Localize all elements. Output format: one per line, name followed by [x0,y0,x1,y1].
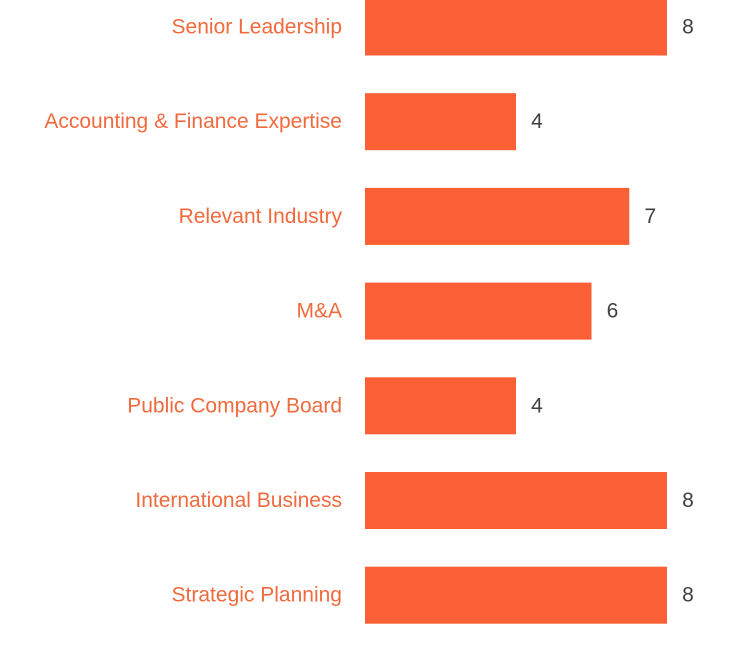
category-label-senior-leadership: Senior Leadership [172,16,342,39]
value-label-manda: 6 [607,300,619,323]
bar-accounting-and-finance-expertise [365,93,516,151]
value-label-accounting-and-finance-expertise: 4 [531,110,543,133]
value-label-relevant-industry: 7 [644,205,656,228]
category-label-manda: M&A [296,300,342,323]
value-labels-group: 8 4 7 6 4 8 8 [531,16,694,607]
category-label-public-company-board: Public Company Board [127,394,342,417]
value-label-international-business: 8 [682,489,694,512]
bar-senior-leadership [365,0,667,56]
bar-relevant-industry [365,187,630,245]
category-label-accounting-and-finance-expertise: Accounting & Finance Expertise [44,110,342,133]
bar-strategic-planning [365,566,667,624]
value-label-public-company-board: 4 [531,394,543,417]
value-label-strategic-planning: 8 [682,584,694,607]
bars-group [365,0,667,624]
category-labels-group: Senior Leadership Accounting & Finance Ex… [44,16,342,607]
bar-international-business [365,472,667,529]
category-label-strategic-planning: Strategic Planning [172,584,342,607]
value-label-senior-leadership: 8 [682,16,694,39]
category-label-international-business: International Business [135,489,342,512]
bar-public-company-board [365,377,516,435]
bar-manda [365,282,592,340]
category-label-relevant-industry: Relevant Industry [179,205,343,228]
